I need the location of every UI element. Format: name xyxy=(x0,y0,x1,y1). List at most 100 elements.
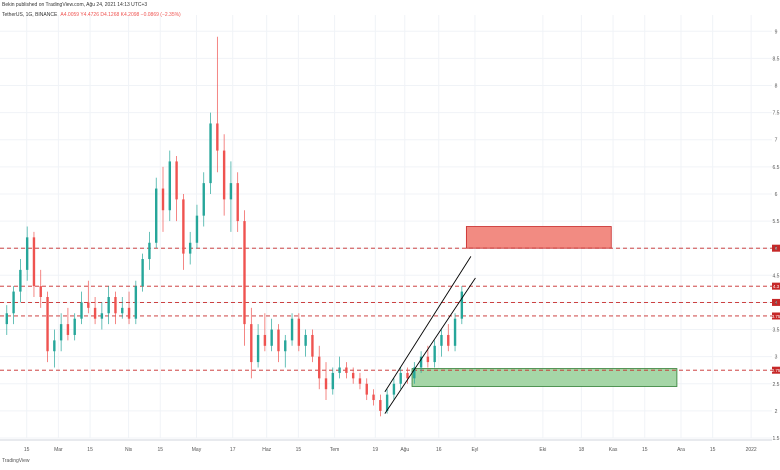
candle-body xyxy=(284,340,287,352)
x-tick-label: 15 xyxy=(24,447,30,453)
y-tick-label: 2 xyxy=(775,409,778,415)
candle-body xyxy=(426,356,430,363)
candle-body xyxy=(406,372,409,379)
candle-body xyxy=(216,123,219,151)
candle-body xyxy=(19,269,22,292)
channel-upper-line xyxy=(384,256,472,393)
level-tag xyxy=(772,312,780,320)
candle-body xyxy=(345,367,348,373)
candle-body xyxy=(379,400,382,411)
x-tick-label: Mar xyxy=(54,447,63,453)
level-label: 4.3 xyxy=(773,284,780,289)
candle-body xyxy=(304,334,307,346)
x-tick-label: 17 xyxy=(230,447,236,453)
candle-body xyxy=(161,188,165,211)
y-tick-label: 8 xyxy=(775,84,778,90)
candle-body xyxy=(447,334,450,346)
candle-body xyxy=(46,297,49,352)
level-tag xyxy=(772,244,780,252)
candle-body xyxy=(297,318,301,346)
x-tick-label: 19 xyxy=(373,447,379,453)
candle-body xyxy=(399,372,402,384)
candle-body xyxy=(121,307,124,314)
candle-body xyxy=(311,334,314,357)
candle-body xyxy=(114,297,117,314)
x-tick-label: Kas xyxy=(609,447,618,453)
published-by: Bekin published on TradingView.com, Ağu … xyxy=(2,2,148,8)
candle-body xyxy=(324,378,328,390)
candle-body xyxy=(25,237,29,270)
candle-body xyxy=(100,313,104,319)
candle-body xyxy=(73,318,76,335)
candle-body xyxy=(263,334,267,346)
candle-body xyxy=(338,367,341,373)
candle-body xyxy=(182,199,185,254)
candle-body xyxy=(202,183,205,216)
candle-body xyxy=(195,215,199,243)
x-tick-label: Ara xyxy=(677,447,685,453)
candle-body xyxy=(351,372,355,379)
candle-body xyxy=(250,324,253,363)
candle-body xyxy=(331,372,334,390)
supply-zone xyxy=(465,226,612,249)
candle-body xyxy=(372,394,375,401)
candle-body xyxy=(53,340,56,352)
level-tag xyxy=(772,366,780,374)
y-tick-label: 2.5 xyxy=(773,382,780,388)
candle-body xyxy=(236,183,239,222)
axes-layer: 1.5 2 2.5 3 3.5 4 4.5 5 5.5 6 6.5 7 7.5 8 8.5 9 15 Mar 15 N… xyxy=(0,29,780,453)
x-tick-label: 18 xyxy=(579,447,585,453)
candle-body xyxy=(419,356,423,368)
candle-body xyxy=(256,334,260,363)
x-tick-label: Nis xyxy=(125,447,133,453)
candle-body xyxy=(365,383,368,395)
x-tick-label: Ağu xyxy=(400,447,409,453)
y-tick-label: 7.5 xyxy=(773,111,780,117)
candle-body xyxy=(460,291,464,319)
y-tick-label: 1.5 xyxy=(773,436,780,442)
levels-layer: 5 4.3 4 3.75 2.75 xyxy=(0,244,780,374)
y-tick-label: 5 xyxy=(775,246,778,252)
y-tick-label: 4 xyxy=(775,300,778,306)
x-tick-label: 15 xyxy=(710,447,716,453)
candle-body xyxy=(12,291,15,314)
x-tick-label: 15 xyxy=(296,447,302,453)
candle-body xyxy=(188,242,192,254)
level-tag xyxy=(772,282,780,290)
y-tick-label: 4.5 xyxy=(773,273,780,279)
candle-body xyxy=(107,297,110,314)
y-tick-label: 6.5 xyxy=(773,165,780,171)
candle-body xyxy=(59,324,63,341)
y-tick-label: 5.5 xyxy=(773,219,780,225)
x-tick-label: Eki xyxy=(539,447,546,453)
candles-layer xyxy=(5,36,464,417)
level-label: 4 xyxy=(775,300,778,305)
y-tick-label: 3 xyxy=(775,355,778,361)
candle-body xyxy=(66,324,70,335)
candle-body xyxy=(290,318,294,341)
candle-body xyxy=(440,334,443,346)
x-tick-label: Tem xyxy=(330,447,339,453)
y-tick-label: 7 xyxy=(775,138,778,144)
x-tick-label: 16 xyxy=(436,447,442,453)
y-tick-label: 9 xyxy=(775,29,778,35)
candle-body xyxy=(127,307,131,319)
level-tag xyxy=(772,298,780,306)
candle-body xyxy=(175,161,178,200)
symbol-label: TetherUS, 1G, BINANCE xyxy=(2,12,58,18)
channel-layer xyxy=(384,256,476,414)
level-label: 3.75 xyxy=(772,314,780,319)
demand-zone xyxy=(411,368,678,387)
candle-body xyxy=(413,367,416,379)
x-tick-label: Haz xyxy=(262,447,271,453)
tradingview-watermark: TradingView xyxy=(2,458,30,464)
candle-body xyxy=(87,302,90,308)
zones-layer xyxy=(411,226,678,387)
y-tick-label: 3.5 xyxy=(773,328,780,334)
candle-body xyxy=(385,394,389,411)
candle-body xyxy=(433,345,436,363)
x-tick-label: 15 xyxy=(642,447,648,453)
candle-body xyxy=(222,150,226,200)
